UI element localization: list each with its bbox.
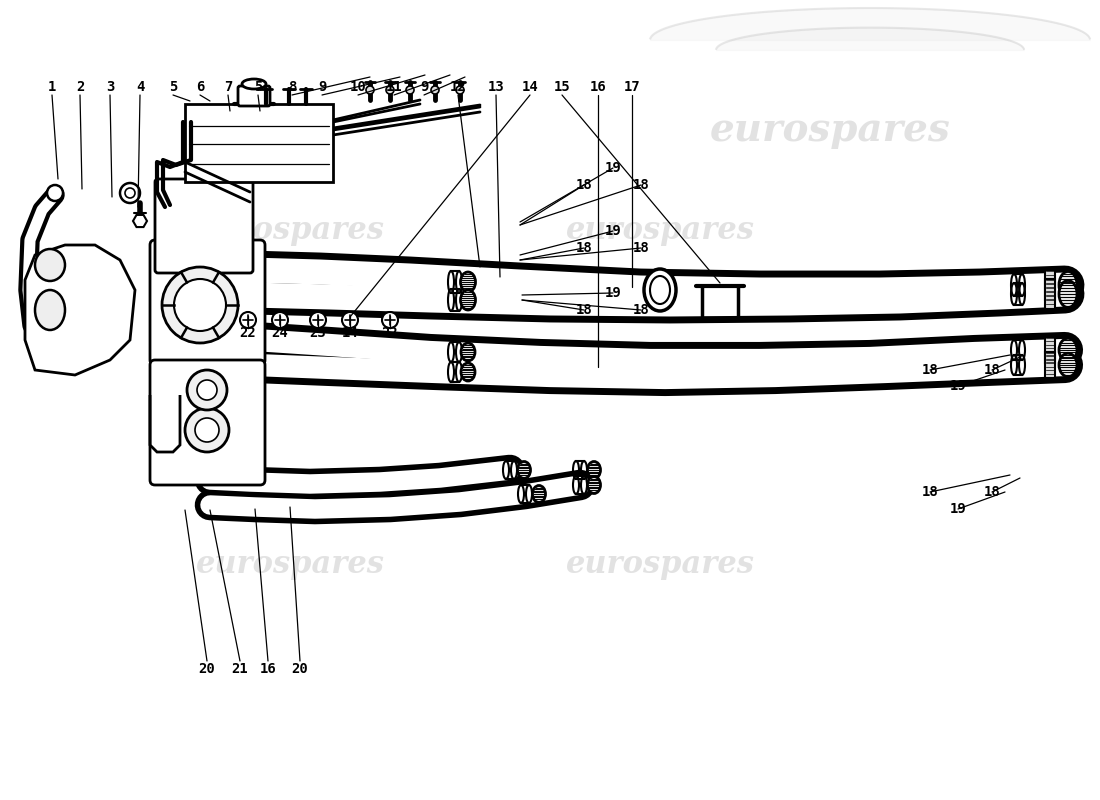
- Circle shape: [125, 188, 135, 198]
- FancyBboxPatch shape: [185, 104, 333, 182]
- Text: 18: 18: [632, 178, 649, 192]
- Circle shape: [185, 408, 229, 452]
- Ellipse shape: [532, 486, 546, 502]
- Text: 20: 20: [199, 662, 216, 676]
- Text: 5: 5: [168, 80, 177, 94]
- Circle shape: [342, 312, 358, 328]
- Ellipse shape: [1059, 338, 1077, 362]
- Ellipse shape: [587, 477, 601, 494]
- Ellipse shape: [461, 363, 475, 381]
- FancyBboxPatch shape: [150, 360, 265, 485]
- Circle shape: [386, 86, 394, 94]
- Text: 18: 18: [575, 303, 593, 317]
- Text: 18: 18: [983, 363, 1000, 377]
- Ellipse shape: [35, 290, 65, 330]
- Ellipse shape: [461, 290, 475, 310]
- FancyBboxPatch shape: [1045, 279, 1055, 309]
- Ellipse shape: [1059, 271, 1077, 298]
- Text: eurospares: eurospares: [710, 111, 950, 149]
- Text: 22: 22: [382, 326, 398, 340]
- Text: 24: 24: [272, 326, 288, 340]
- Text: 19: 19: [949, 502, 967, 516]
- FancyBboxPatch shape: [238, 86, 270, 106]
- Circle shape: [431, 86, 439, 94]
- Text: 21: 21: [232, 662, 249, 676]
- Text: 18: 18: [575, 178, 593, 192]
- Text: 2: 2: [76, 80, 85, 94]
- Text: 18: 18: [983, 485, 1000, 499]
- Ellipse shape: [461, 343, 475, 361]
- Text: 19: 19: [605, 286, 621, 300]
- Ellipse shape: [1059, 281, 1077, 307]
- Circle shape: [195, 418, 219, 442]
- Text: 18: 18: [632, 241, 649, 255]
- Ellipse shape: [1059, 354, 1077, 377]
- Circle shape: [162, 267, 238, 343]
- Circle shape: [406, 86, 414, 94]
- Text: eurospares: eurospares: [196, 214, 384, 246]
- FancyBboxPatch shape: [1045, 337, 1055, 363]
- Text: 18: 18: [922, 363, 938, 377]
- FancyBboxPatch shape: [150, 240, 265, 365]
- Text: 11: 11: [386, 80, 403, 94]
- Circle shape: [47, 185, 63, 201]
- Ellipse shape: [461, 272, 475, 292]
- Text: 22: 22: [240, 326, 256, 340]
- Text: 14: 14: [521, 80, 538, 94]
- Text: 16: 16: [590, 80, 606, 94]
- Text: 18: 18: [632, 303, 649, 317]
- FancyBboxPatch shape: [1045, 352, 1055, 378]
- Ellipse shape: [35, 249, 65, 281]
- Circle shape: [366, 86, 374, 94]
- Circle shape: [456, 86, 464, 94]
- Circle shape: [272, 312, 288, 328]
- Text: 7: 7: [223, 80, 232, 94]
- Ellipse shape: [517, 462, 530, 478]
- FancyBboxPatch shape: [155, 179, 253, 273]
- Text: 19: 19: [605, 161, 621, 175]
- Text: 8: 8: [288, 80, 296, 94]
- Text: 17: 17: [624, 80, 640, 94]
- Text: 19: 19: [949, 379, 967, 393]
- Text: eurospares: eurospares: [565, 550, 755, 581]
- Text: 4: 4: [135, 80, 144, 94]
- Text: 20: 20: [292, 662, 308, 676]
- Ellipse shape: [650, 276, 670, 304]
- Circle shape: [197, 380, 217, 400]
- Text: 14: 14: [342, 326, 359, 340]
- Circle shape: [120, 183, 140, 203]
- Text: 18: 18: [922, 485, 938, 499]
- Polygon shape: [133, 215, 147, 227]
- FancyBboxPatch shape: [1045, 270, 1055, 300]
- Ellipse shape: [644, 269, 676, 311]
- Text: 6: 6: [196, 80, 205, 94]
- Text: eurospares: eurospares: [565, 214, 755, 246]
- Text: 12: 12: [450, 80, 466, 94]
- Text: eurospares: eurospares: [196, 550, 384, 581]
- Text: 23: 23: [309, 326, 327, 340]
- Polygon shape: [25, 245, 135, 375]
- Text: 15: 15: [553, 80, 571, 94]
- Text: 16: 16: [260, 662, 276, 676]
- Ellipse shape: [242, 79, 266, 89]
- Text: 5: 5: [254, 80, 262, 94]
- Text: 19: 19: [605, 224, 621, 238]
- Text: 1: 1: [47, 80, 56, 94]
- Text: 13: 13: [487, 80, 505, 94]
- Circle shape: [382, 312, 398, 328]
- Text: 3: 3: [106, 80, 114, 94]
- Circle shape: [174, 279, 226, 331]
- Ellipse shape: [587, 462, 601, 478]
- Text: 9: 9: [420, 80, 428, 94]
- Circle shape: [310, 312, 326, 328]
- Circle shape: [187, 370, 227, 410]
- Text: 18: 18: [575, 241, 593, 255]
- Text: 9: 9: [318, 80, 327, 94]
- Circle shape: [240, 312, 256, 328]
- Text: 10: 10: [350, 80, 366, 94]
